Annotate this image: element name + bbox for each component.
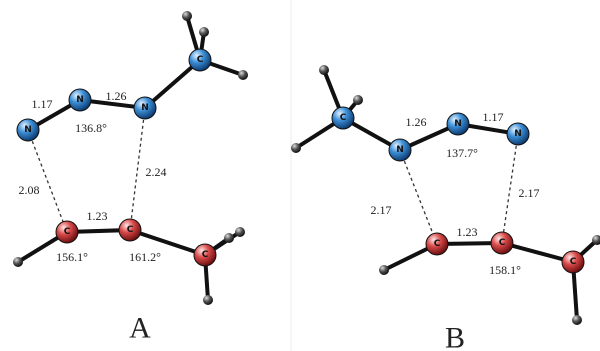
atom-label: C <box>499 238 506 248</box>
atom-label: C <box>64 227 71 237</box>
measurement: 1.17 <box>32 97 53 111</box>
hydrogen-atom <box>224 233 234 243</box>
measurement: 1.26 <box>406 115 427 129</box>
diagram: C N N N C C C 1.17 1.26 136.8° 2.08 2.24 1.23 156.1° 1… <box>0 0 600 351</box>
measurement: 1.26 <box>106 89 127 103</box>
atom-label: N <box>141 103 149 113</box>
atom-label: N <box>24 125 32 135</box>
atom-label: N <box>514 129 522 139</box>
hydrogen-atom <box>379 265 389 275</box>
measurement: 1.23 <box>457 225 478 239</box>
panel: C N N N C C C 1.26 1.17 137.7° 2.17 2.17 1.23 158.1° B <box>291 65 600 351</box>
hydrogen-atom <box>572 315 582 325</box>
interaction-line <box>502 134 518 243</box>
measurement: 1.23 <box>87 209 108 223</box>
hydrogen-atom <box>13 257 23 267</box>
atom-label: C <box>434 239 441 249</box>
atom-label: C <box>340 113 347 123</box>
panel-label: B <box>445 322 465 351</box>
atom-label: N <box>454 119 462 129</box>
measurement: 158.1° <box>489 263 521 277</box>
atom-label: C <box>127 225 134 235</box>
measurement: 156.1° <box>56 250 88 264</box>
atom-label: N <box>396 145 404 155</box>
hydrogen-atom <box>238 70 248 80</box>
measurement: 2.24 <box>146 165 167 179</box>
hydrogen-atom <box>291 143 301 153</box>
measurement: 2.17 <box>519 186 540 200</box>
atom-label: C <box>570 257 577 267</box>
panel-label: A <box>129 312 151 345</box>
atom-label: N <box>76 95 84 105</box>
measurement: 136.8° <box>75 121 107 135</box>
panel: C N N N C C C 1.17 1.26 136.8° 2.08 2.24 1.23 156.1° 1… <box>13 11 248 345</box>
atom-label: C <box>197 55 204 65</box>
measurement: 161.2° <box>129 250 161 264</box>
measurement: 2.08 <box>19 183 40 197</box>
interaction-line <box>130 108 145 230</box>
hydrogen-atom <box>182 11 192 21</box>
hydrogen-atom <box>199 27 209 37</box>
atom-label: C <box>202 250 209 260</box>
interaction-line <box>28 130 67 232</box>
measurement: 1.17 <box>483 110 504 124</box>
measurement: 2.17 <box>371 203 392 217</box>
hydrogen-atom <box>319 65 329 75</box>
hydrogen-atom <box>353 95 363 105</box>
hydrogen-atom <box>235 227 245 237</box>
hydrogen-atom <box>203 295 213 305</box>
measurement: 137.7° <box>446 146 478 160</box>
interaction-line <box>400 150 437 244</box>
